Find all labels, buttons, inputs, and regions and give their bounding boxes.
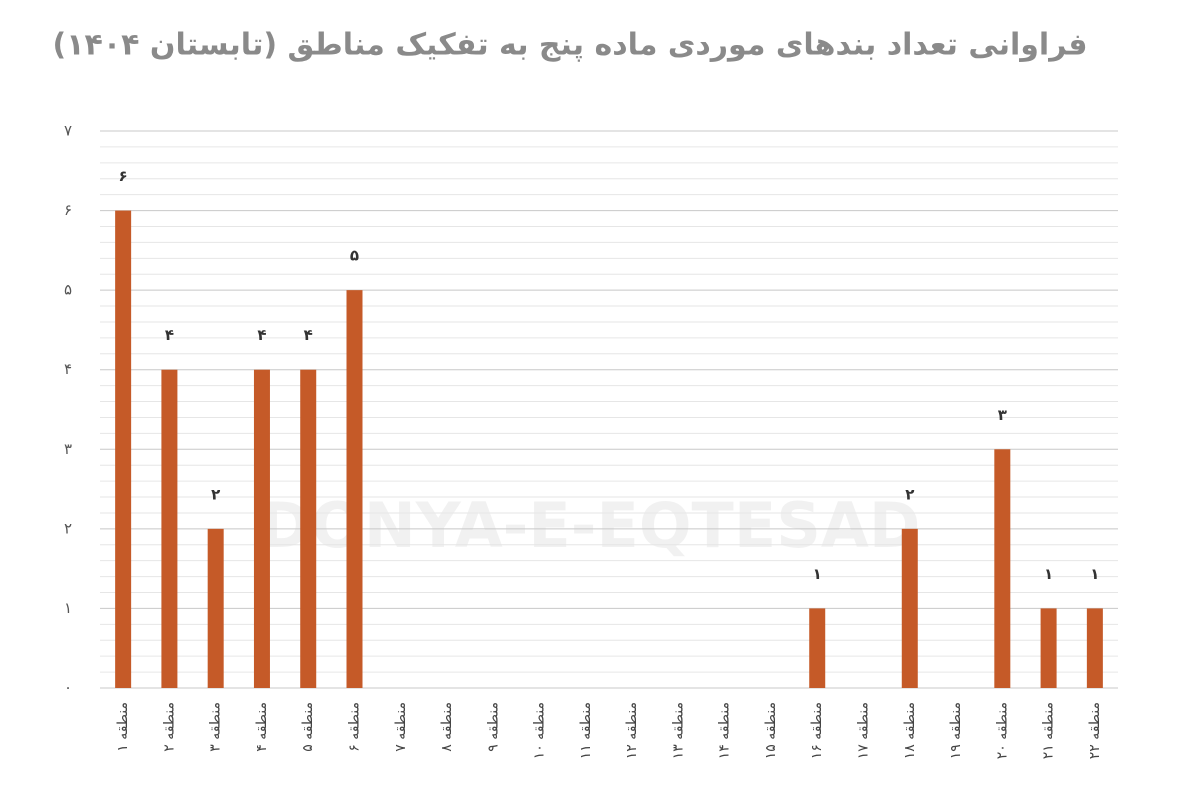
bar — [901, 528, 918, 688]
bar — [253, 369, 270, 688]
x-tick-label: منطقه ۱۲ — [624, 702, 640, 759]
x-tick-label: منطقه ۳ — [208, 702, 224, 752]
x-tick-label: منطقه ۴ — [254, 702, 270, 752]
bar — [207, 528, 224, 688]
y-tick-label: ۶ — [64, 201, 72, 219]
x-tick-label: منطقه ۲ — [161, 702, 177, 752]
value-label: ۵ — [350, 247, 359, 265]
grid — [100, 130, 1118, 689]
y-tick-label: ۳ — [64, 440, 72, 458]
x-tick-label: منطقه ۱۴ — [717, 702, 733, 759]
bar — [161, 369, 178, 688]
value-label: ۴ — [165, 326, 174, 344]
bar — [1040, 608, 1057, 688]
bar — [1086, 608, 1103, 688]
value-label: ۱ — [813, 565, 822, 583]
bar — [115, 210, 132, 689]
y-tick-label: ۰ — [64, 679, 72, 697]
value-label: ۲ — [211, 485, 220, 503]
x-tick-label: منطقه ۱۷ — [856, 702, 872, 759]
y-tick-label: ۱ — [64, 599, 72, 617]
x-tick-label: منطقه ۹ — [485, 702, 501, 752]
value-label: ۱ — [1044, 565, 1053, 583]
x-tick-label: منطقه ۱۰ — [532, 702, 548, 759]
x-tick-label: منطقه ۲۲ — [1087, 702, 1103, 759]
value-label: ۲ — [905, 485, 914, 503]
x-tick-label: منطقه ۲۰ — [994, 702, 1010, 759]
x-tick-label: منطقه ۱۹ — [948, 702, 964, 759]
x-tick-label: منطقه ۵ — [300, 702, 316, 752]
bar — [346, 290, 363, 688]
x-tick-label: منطقه ۱۵ — [763, 702, 779, 759]
x-tick-label: منطقه ۱۸ — [902, 702, 918, 759]
bar — [809, 608, 826, 688]
value-label: ۴ — [304, 326, 313, 344]
x-tick-label: منطقه ۲۱ — [1041, 702, 1057, 759]
value-label: ۳ — [998, 406, 1007, 424]
x-tick-label: منطقه ۱۱ — [578, 702, 594, 759]
y-tick-label: ۲ — [64, 519, 72, 537]
watermark: DONYA-E-EQTESAD — [260, 489, 921, 562]
bar — [300, 369, 317, 688]
x-tick-label: منطقه ۷ — [393, 702, 409, 752]
x-tick-label: منطقه ۱۶ — [809, 702, 825, 759]
x-tick-label: منطقه ۶ — [347, 702, 363, 752]
x-tick-label: منطقه ۱۳ — [670, 702, 686, 759]
value-label: ۶ — [119, 167, 128, 185]
value-label: ۱ — [1090, 565, 1099, 583]
x-tick-label: منطقه ۸ — [439, 702, 455, 752]
value-label: ۴ — [257, 326, 266, 344]
x-tick-label: منطقه ۱ — [115, 702, 131, 752]
y-tick-label: ۴ — [64, 360, 72, 378]
bar — [994, 449, 1011, 688]
y-tick-label: ۵ — [64, 281, 72, 299]
y-tick-label: ۷ — [64, 122, 72, 140]
chart-title: فراوانی تعداد بندهای موردی ماده پنج به ت… — [52, 28, 1087, 63]
